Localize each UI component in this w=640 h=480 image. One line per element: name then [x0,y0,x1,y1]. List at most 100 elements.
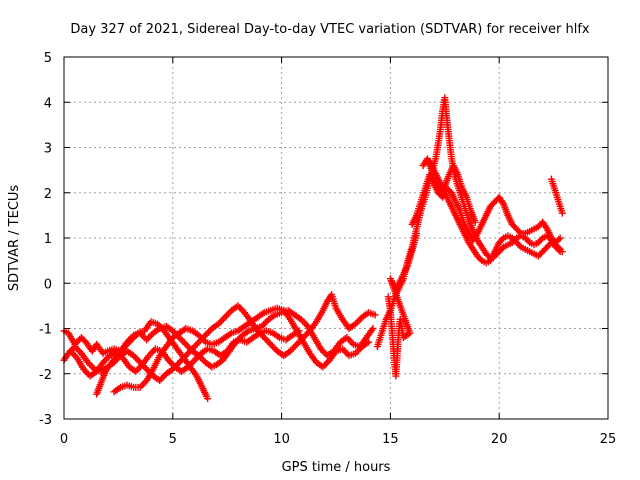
data-point [219,315,227,323]
data-point [102,355,110,363]
data-point [198,335,206,343]
data-point [290,344,298,352]
y-tick-label: -2 [39,368,52,383]
x-axis-label: GPS time / hours [282,460,391,475]
data-point [343,350,351,358]
data-point [267,340,275,348]
chart-title: Day 327 of 2021, Sidereal Day-to-day VTE… [70,22,590,37]
axis-ticks: 0 5 10 15 20 25 -3 -2 -1 0 1 2 3 4 5 [39,51,616,447]
x-tick-label: 15 [382,432,399,447]
data-point [516,242,524,250]
data-point [144,334,152,342]
data-point [293,340,301,348]
data-point [291,342,299,350]
data-point [143,336,151,344]
data-point [262,335,270,343]
data-point [498,236,506,244]
data-point [204,395,212,403]
series-track-7 [408,171,564,247]
data-point [355,317,363,325]
data-point [195,338,203,346]
data-point [270,344,278,352]
data-point [218,317,226,325]
data-point [87,362,95,370]
data-point [413,229,421,237]
data-point [139,380,147,388]
data-points [60,94,566,403]
data-point [243,328,251,336]
x-tick-label: 0 [60,432,68,447]
series-track-11 [384,229,421,380]
series-track-10 [547,175,566,217]
y-tick-label: 3 [44,142,52,157]
data-point [74,346,82,354]
y-tick-label: 1 [44,232,52,247]
data-point [221,313,229,321]
data-point [223,311,231,319]
data-point [365,338,373,346]
y-tick-label: 5 [44,51,52,66]
data-point [556,234,564,242]
data-point [265,339,273,347]
data-point [133,355,141,363]
data-point [146,332,154,340]
series-track-5 [67,327,303,380]
data-point [193,340,201,348]
data-point [524,237,532,245]
data-point [516,228,524,236]
data-point [268,342,276,350]
data-point [371,311,379,319]
data-point [192,341,200,349]
data-point [345,335,353,343]
y-tick-label: -3 [39,413,52,428]
data-point [133,366,141,374]
series-track-9 [419,155,479,226]
data-point [363,339,371,347]
data-point [274,332,282,340]
data-point [263,337,271,345]
data-point [138,382,146,390]
series-track-8 [426,157,566,267]
x-tick-label: 10 [273,432,290,447]
y-tick-label: -1 [39,323,52,338]
data-point [226,330,234,338]
data-point [205,328,213,336]
y-axis-label: SDTVAR / TECUs [7,185,22,292]
data-point [261,319,269,327]
data-point [340,347,348,355]
data-point [259,310,267,318]
data-point [269,312,277,320]
data-point [150,347,158,355]
x-tick-label: 25 [600,432,617,447]
data-point [157,375,165,383]
x-tick-label: 5 [169,432,177,447]
data-point [293,328,301,336]
series-track-4 [110,304,373,396]
data-point [203,330,211,338]
plot-frame [63,56,609,420]
data-point [115,384,123,392]
data-point [537,236,545,244]
x-tick-label: 20 [491,432,508,447]
data-point [224,310,232,318]
data-point [180,339,188,347]
data-point [179,337,187,345]
data-point [476,255,484,263]
data-point [201,331,209,339]
data-point [369,325,377,332]
data-point [300,319,308,327]
y-tick-label: 2 [44,187,52,202]
data-point [236,304,244,312]
data-point [555,246,563,254]
data-point [177,335,185,343]
data-point [558,248,566,256]
data-point [182,340,190,348]
data-point [321,361,329,369]
data-point [254,330,262,338]
data-point [558,209,566,217]
data-point [555,236,563,244]
y-tick-label: 4 [44,96,52,111]
data-point [295,327,303,335]
data-point [471,218,479,226]
